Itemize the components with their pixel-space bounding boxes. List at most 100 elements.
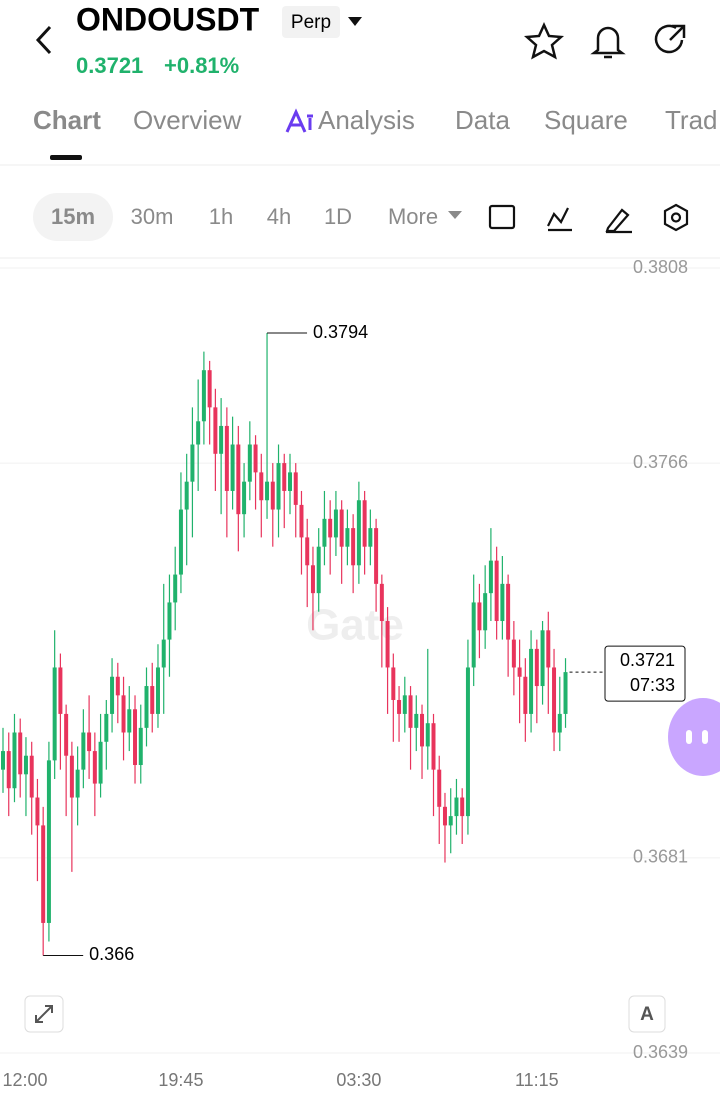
candle-body: [483, 593, 488, 631]
candle-body: [150, 686, 155, 714]
candle-body: [167, 602, 172, 640]
tab[interactable]: Square: [544, 105, 628, 135]
symbol[interactable]: ONDOUSDT: [76, 1, 260, 37]
interval[interactable]: 1h: [209, 204, 233, 229]
candle-body: [121, 695, 126, 733]
badge-bg: [282, 6, 340, 38]
candle-body: [196, 421, 201, 445]
countdown: 07:33: [630, 675, 675, 695]
interval[interactable]: 4h: [267, 204, 291, 229]
candle-body: [190, 444, 195, 482]
tab[interactable]: Data: [455, 105, 510, 135]
interval[interactable]: 15m: [51, 204, 95, 229]
candle-body: [523, 676, 528, 714]
candle-body: [448, 816, 453, 826]
high-label: 0.3794: [313, 322, 368, 342]
share-icon[interactable]: [654, 24, 686, 54]
candle-body: [1, 751, 5, 770]
y-tick-label: 0.3766: [633, 452, 688, 472]
tab[interactable]: Analysis: [318, 105, 415, 135]
indicator-icon[interactable]: [547, 207, 572, 232]
candle-body: [362, 500, 367, 547]
draw-icon[interactable]: [605, 208, 632, 234]
y-tick-label: 0.3808: [633, 257, 688, 277]
candle-body: [259, 472, 264, 501]
x-tick-label: 12:00: [2, 1070, 47, 1090]
candle-body: [402, 695, 407, 714]
candle-body: [345, 528, 350, 547]
candle-body: [293, 472, 298, 505]
candle-body: [144, 686, 149, 728]
candle-body: [374, 528, 379, 584]
y-tick-label: 0.3681: [633, 847, 688, 867]
candle-body: [81, 732, 86, 770]
candle-body: [408, 695, 413, 728]
candle-body: [420, 713, 425, 747]
candle-body: [529, 648, 534, 714]
candle-body: [368, 528, 373, 547]
candle-body: [477, 602, 482, 631]
candle-body: [98, 741, 103, 784]
candle-body: [161, 639, 166, 668]
candle-body: [465, 667, 470, 817]
y-tick-label: 0.3639: [633, 1042, 688, 1062]
candle-body: [265, 481, 270, 501]
tab[interactable]: Overview: [133, 105, 242, 135]
candle-body: [6, 751, 11, 789]
back-button[interactable]: [35, 25, 52, 55]
candle-body: [46, 760, 51, 923]
alert-icon[interactable]: [590, 26, 626, 59]
candle-body: [488, 560, 493, 594]
auto-button-bg[interactable]: [628, 995, 666, 1033]
interval[interactable]: 30m: [131, 204, 174, 229]
more-arrow[interactable]: [448, 211, 462, 219]
candle-body: [69, 755, 74, 798]
favorite-icon[interactable]: [523, 21, 565, 60]
interval[interactable]: More: [388, 204, 438, 229]
auto-button[interactable]: A: [640, 1004, 654, 1025]
candle-body: [201, 370, 206, 422]
candle-body: [534, 648, 539, 687]
candle-body: [155, 667, 160, 714]
candle-body: [224, 425, 229, 491]
assistant-bubble[interactable]: [668, 698, 720, 776]
dropdown-icon[interactable]: [348, 17, 362, 26]
change: +0.81%: [164, 53, 239, 78]
layout-icon[interactable]: [488, 204, 516, 230]
candle-body: [23, 755, 28, 775]
candle-body: [500, 583, 505, 622]
interval[interactable]: 1D: [324, 204, 352, 229]
candle-body: [333, 509, 338, 538]
candle-body: [506, 583, 511, 640]
candle-body: [276, 463, 281, 510]
candle-body: [242, 481, 247, 515]
candle-body: [563, 672, 568, 714]
candle-body: [52, 667, 57, 761]
x-tick-label: 03:30: [336, 1070, 381, 1090]
settings-dot: [670, 212, 682, 223]
candle-body: [431, 723, 436, 770]
candle-body: [385, 621, 390, 668]
candle-body: [471, 602, 476, 668]
candle-body: [87, 732, 92, 752]
settings-icon[interactable]: [663, 203, 689, 232]
candle-body: [552, 667, 557, 733]
last-price-label: 0.3721: [620, 650, 675, 670]
candle-body: [328, 518, 333, 538]
candle-body: [230, 444, 235, 491]
tab[interactable]: Trad: [665, 105, 718, 135]
tab[interactable]: Chart: [33, 105, 101, 135]
candle-body: [540, 630, 545, 687]
candle-body: [379, 583, 384, 622]
candle-body: [356, 500, 361, 566]
candle-body: [270, 481, 275, 510]
candle-body: [29, 755, 34, 798]
last-price-box: [604, 645, 686, 702]
candle-body: [454, 797, 459, 817]
candle-body: [299, 504, 304, 538]
candle-body: [391, 667, 396, 700]
candle-body: [442, 806, 447, 826]
candle-body: [58, 667, 63, 714]
candle-body: [133, 709, 138, 766]
candle-body: [288, 472, 292, 491]
